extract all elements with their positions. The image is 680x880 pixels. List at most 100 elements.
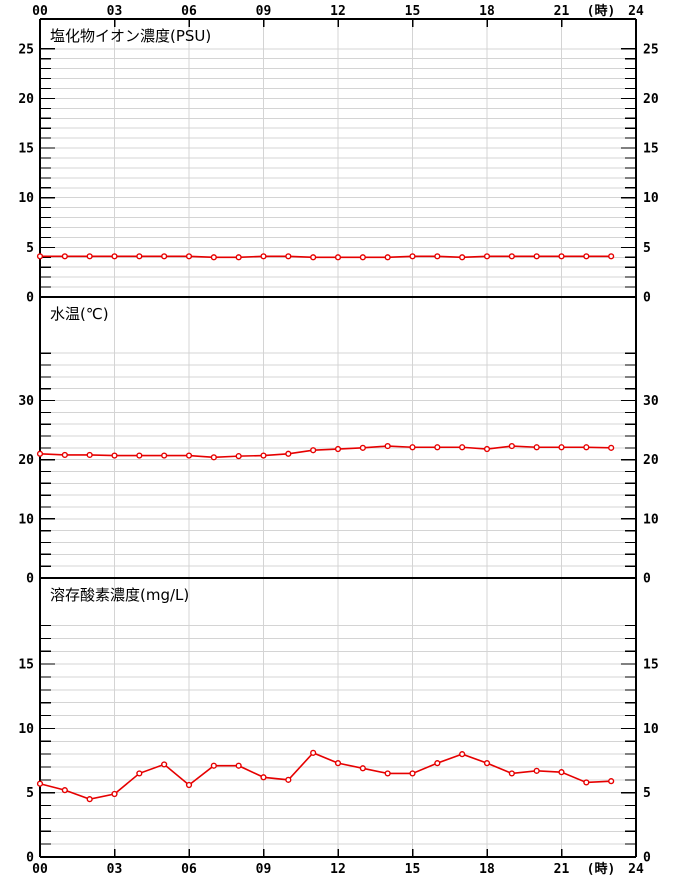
data-point bbox=[533, 444, 540, 451]
x-axis-unit-label: (時) bbox=[587, 3, 616, 19]
data-point bbox=[334, 760, 342, 767]
data-point bbox=[434, 760, 441, 767]
data-point bbox=[359, 254, 366, 261]
chart-panel-2: 0 0 5 5 10 10 15 15 溶存酸素濃度(mg/L) bbox=[18, 586, 658, 866]
x-axis-label: 00 bbox=[32, 862, 48, 877]
panel-title: 水温(℃) bbox=[50, 305, 109, 323]
data-point bbox=[285, 450, 292, 457]
x-axis-unit-label: (時) bbox=[587, 861, 616, 877]
data-point bbox=[608, 253, 615, 260]
y-axis-label: 20 bbox=[643, 92, 659, 107]
y-axis-label: 15 bbox=[18, 142, 34, 157]
data-point bbox=[409, 770, 416, 777]
data-point bbox=[260, 452, 267, 459]
data-point bbox=[111, 253, 118, 260]
y-axis-label: 10 bbox=[643, 191, 659, 206]
y-axis-label: 15 bbox=[643, 142, 659, 157]
data-point bbox=[483, 760, 491, 767]
data-point bbox=[185, 781, 193, 789]
data-point bbox=[36, 253, 44, 260]
y-axis-label: 10 bbox=[18, 512, 34, 527]
data-point bbox=[359, 765, 366, 772]
data-point bbox=[384, 770, 391, 777]
x-axis-label: 24 bbox=[628, 862, 644, 877]
y-axis-label: 5 bbox=[26, 786, 34, 801]
data-series-line bbox=[39, 445, 612, 459]
data-point bbox=[61, 253, 68, 260]
y-axis-label: 25 bbox=[18, 42, 34, 57]
y-axis-label: 10 bbox=[18, 191, 34, 206]
data-point bbox=[210, 762, 217, 769]
data-point bbox=[459, 444, 466, 451]
data-point bbox=[434, 253, 441, 260]
data-point bbox=[359, 444, 366, 451]
x-axis-label: 21 bbox=[554, 862, 570, 877]
data-point bbox=[533, 253, 540, 260]
data-point bbox=[285, 253, 292, 260]
data-point bbox=[86, 253, 93, 260]
data-point bbox=[384, 442, 391, 450]
panel-title: 塩化物イオン濃度(PSU) bbox=[50, 27, 211, 45]
data-point bbox=[583, 253, 590, 260]
data-point bbox=[61, 787, 68, 794]
y-axis-label: 20 bbox=[643, 453, 659, 468]
data-point bbox=[260, 774, 267, 781]
data-point bbox=[483, 445, 491, 453]
data-point bbox=[185, 452, 193, 459]
x-axis-label: 09 bbox=[256, 862, 272, 877]
data-point bbox=[533, 767, 540, 774]
y-axis-label: 0 bbox=[26, 291, 34, 306]
data-point bbox=[310, 254, 317, 261]
data-point bbox=[185, 253, 193, 260]
x-axis-label: 18 bbox=[479, 4, 495, 19]
data-point bbox=[161, 253, 168, 260]
y-axis-label: 25 bbox=[643, 42, 659, 57]
y-axis-label: 0 bbox=[643, 291, 651, 306]
data-point bbox=[310, 749, 317, 756]
data-point bbox=[86, 796, 93, 803]
x-axis-label: 24 bbox=[628, 4, 644, 19]
y-axis-label: 0 bbox=[643, 851, 651, 866]
x-axis-label: 12 bbox=[330, 4, 346, 19]
data-point bbox=[136, 452, 143, 459]
panel-title: 溶存酸素濃度(mg/L) bbox=[50, 586, 189, 604]
chart-panel-1: 0 0 10 10 20 20 30 30 水温(℃) bbox=[18, 305, 658, 587]
data-point bbox=[61, 451, 68, 459]
data-point bbox=[86, 451, 93, 459]
y-axis-label: 5 bbox=[643, 786, 651, 801]
x-axis-label: 21 bbox=[554, 4, 570, 19]
data-point bbox=[483, 253, 491, 260]
data-point bbox=[608, 444, 615, 451]
data-point bbox=[235, 453, 242, 460]
data-point bbox=[459, 254, 466, 261]
y-axis-label: 30 bbox=[18, 394, 34, 409]
y-axis-label: 15 bbox=[18, 658, 34, 673]
y-axis-label: 10 bbox=[643, 512, 659, 527]
data-series-line bbox=[40, 255, 612, 259]
y-axis-label: 20 bbox=[18, 453, 34, 468]
x-axis-label: 09 bbox=[256, 4, 272, 19]
data-point bbox=[36, 450, 44, 457]
data-point bbox=[334, 445, 342, 453]
data-point bbox=[409, 444, 416, 451]
data-point bbox=[260, 253, 267, 260]
data-point bbox=[111, 452, 118, 459]
data-point bbox=[558, 769, 565, 776]
y-axis-label: 10 bbox=[18, 722, 34, 737]
data-point bbox=[508, 253, 515, 260]
data-point bbox=[161, 452, 168, 459]
data-point bbox=[384, 254, 391, 261]
data-point bbox=[136, 253, 143, 260]
data-point bbox=[558, 253, 565, 260]
data-point bbox=[210, 254, 217, 261]
y-axis-label: 10 bbox=[643, 722, 659, 737]
data-point bbox=[36, 780, 44, 787]
y-axis-label: 0 bbox=[26, 851, 34, 866]
data-point bbox=[285, 776, 292, 783]
data-point bbox=[136, 770, 143, 777]
data-point bbox=[161, 761, 168, 768]
data-point bbox=[409, 253, 416, 260]
